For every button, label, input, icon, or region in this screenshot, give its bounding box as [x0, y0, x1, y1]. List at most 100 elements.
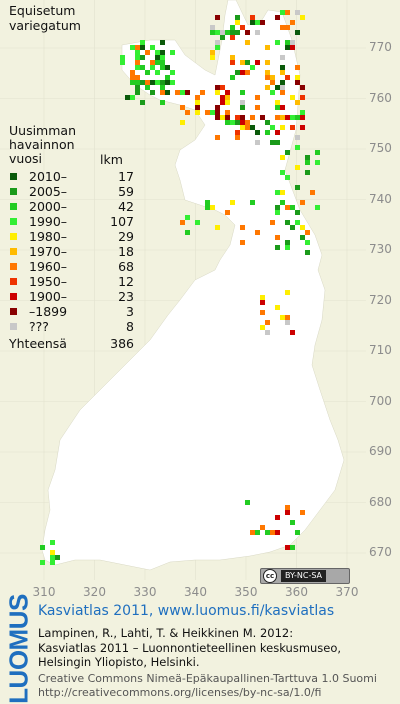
observation-square — [295, 75, 300, 80]
legend-count: 12 — [118, 274, 134, 289]
observation-square — [160, 85, 165, 90]
x-tick-label: 310 — [32, 585, 56, 599]
observation-square — [240, 225, 245, 230]
observation-square — [180, 220, 185, 225]
observation-square — [255, 140, 260, 145]
observation-square — [275, 40, 280, 45]
observation-square — [195, 95, 200, 100]
legend-label: 1950– — [29, 274, 68, 289]
observation-square — [260, 20, 265, 25]
observation-square — [245, 120, 250, 125]
observation-square — [315, 205, 320, 210]
observation-square — [230, 55, 235, 60]
observation-square — [150, 60, 155, 65]
observation-square — [235, 135, 240, 140]
observation-square — [240, 125, 245, 130]
legend-total-label: Yhteensä — [9, 336, 67, 351]
y-tick-label: 770 — [369, 40, 392, 54]
legend-label: 1960– — [29, 259, 68, 274]
observation-square — [155, 80, 160, 85]
legend-swatch — [10, 203, 17, 210]
observation-square — [265, 75, 270, 80]
observation-square — [295, 115, 300, 120]
observation-square — [250, 15, 255, 20]
observation-square — [260, 525, 265, 530]
observation-square — [290, 330, 295, 335]
observation-square — [250, 125, 255, 130]
observation-square — [130, 80, 135, 85]
observation-square — [135, 90, 140, 95]
y-tick-label: 730 — [369, 242, 392, 256]
observation-square — [180, 120, 185, 125]
legend-swatch — [10, 263, 17, 270]
footer-title[interactable]: Kasviatlas 2011, www.luomus.fi/kasviatla… — [38, 603, 335, 619]
legend: 2010– 17 2005– 59 2000– 42 1990– 107 1980– 29 1970… — [9, 169, 134, 334]
observation-square — [160, 65, 165, 70]
species-epithet: variegatum — [9, 18, 81, 33]
legend-total-count: 386 — [110, 336, 134, 351]
legend-row: 2005– 59 — [9, 184, 134, 199]
observation-square — [295, 145, 300, 150]
observation-square — [205, 110, 210, 115]
observation-square — [195, 110, 200, 115]
legend-swatch — [10, 188, 17, 195]
observation-square — [215, 85, 220, 90]
observation-square — [280, 170, 285, 175]
legend-swatch — [10, 323, 17, 330]
observation-square — [240, 90, 245, 95]
observation-square — [305, 170, 310, 175]
observation-square — [310, 190, 315, 195]
legend-row: –1899 3 — [9, 304, 134, 319]
observation-square — [225, 95, 230, 100]
legend-label: 2000– — [29, 199, 68, 214]
observation-square — [150, 45, 155, 50]
cc-license-badge[interactable]: cc BY-NC-SA — [260, 568, 350, 584]
observation-square — [130, 75, 135, 80]
y-tick-label: 690 — [369, 444, 392, 458]
observation-square — [235, 115, 240, 120]
observation-square — [55, 555, 60, 560]
legend-row: 1960– 68 — [9, 259, 134, 274]
observation-square — [295, 30, 300, 35]
observation-square — [255, 60, 260, 65]
observation-square — [285, 510, 290, 515]
observation-square — [170, 50, 175, 55]
observation-square — [215, 45, 220, 50]
observation-square — [295, 65, 300, 70]
observation-square — [160, 50, 165, 55]
legend-row: 1950– 12 — [9, 274, 134, 289]
observation-square — [245, 30, 250, 35]
observation-square — [270, 80, 275, 85]
observation-square — [215, 115, 220, 120]
observation-square — [290, 40, 295, 45]
observation-square — [215, 225, 220, 230]
observation-square — [255, 30, 260, 35]
cc-badge-text: BY-NC-SA — [281, 570, 327, 582]
observation-square — [255, 105, 260, 110]
observation-square — [285, 320, 290, 325]
species-name: Equisetum variegatum — [9, 3, 81, 33]
observation-square — [130, 70, 135, 75]
license-url[interactable]: http://creativecommons.org/licenses/by-n… — [38, 686, 322, 699]
observation-square — [315, 160, 320, 165]
legend-label: 1970– — [29, 244, 68, 259]
observation-square — [135, 60, 140, 65]
observation-square — [145, 70, 150, 75]
legend-count: 29 — [118, 229, 134, 244]
observation-square — [250, 20, 255, 25]
legend-label: 1990– — [29, 214, 68, 229]
observation-square — [260, 300, 265, 305]
observation-square — [220, 85, 225, 90]
legend-swatch — [10, 233, 17, 240]
observation-square — [155, 70, 160, 75]
observation-square — [270, 90, 275, 95]
observation-square — [295, 210, 300, 215]
legend-count: 18 — [118, 244, 134, 259]
observation-square — [275, 190, 280, 195]
observation-square — [160, 55, 165, 60]
observation-square — [140, 45, 145, 50]
observation-square — [285, 75, 290, 80]
observation-square — [295, 530, 300, 535]
observation-square — [155, 50, 160, 55]
observation-square — [295, 185, 300, 190]
